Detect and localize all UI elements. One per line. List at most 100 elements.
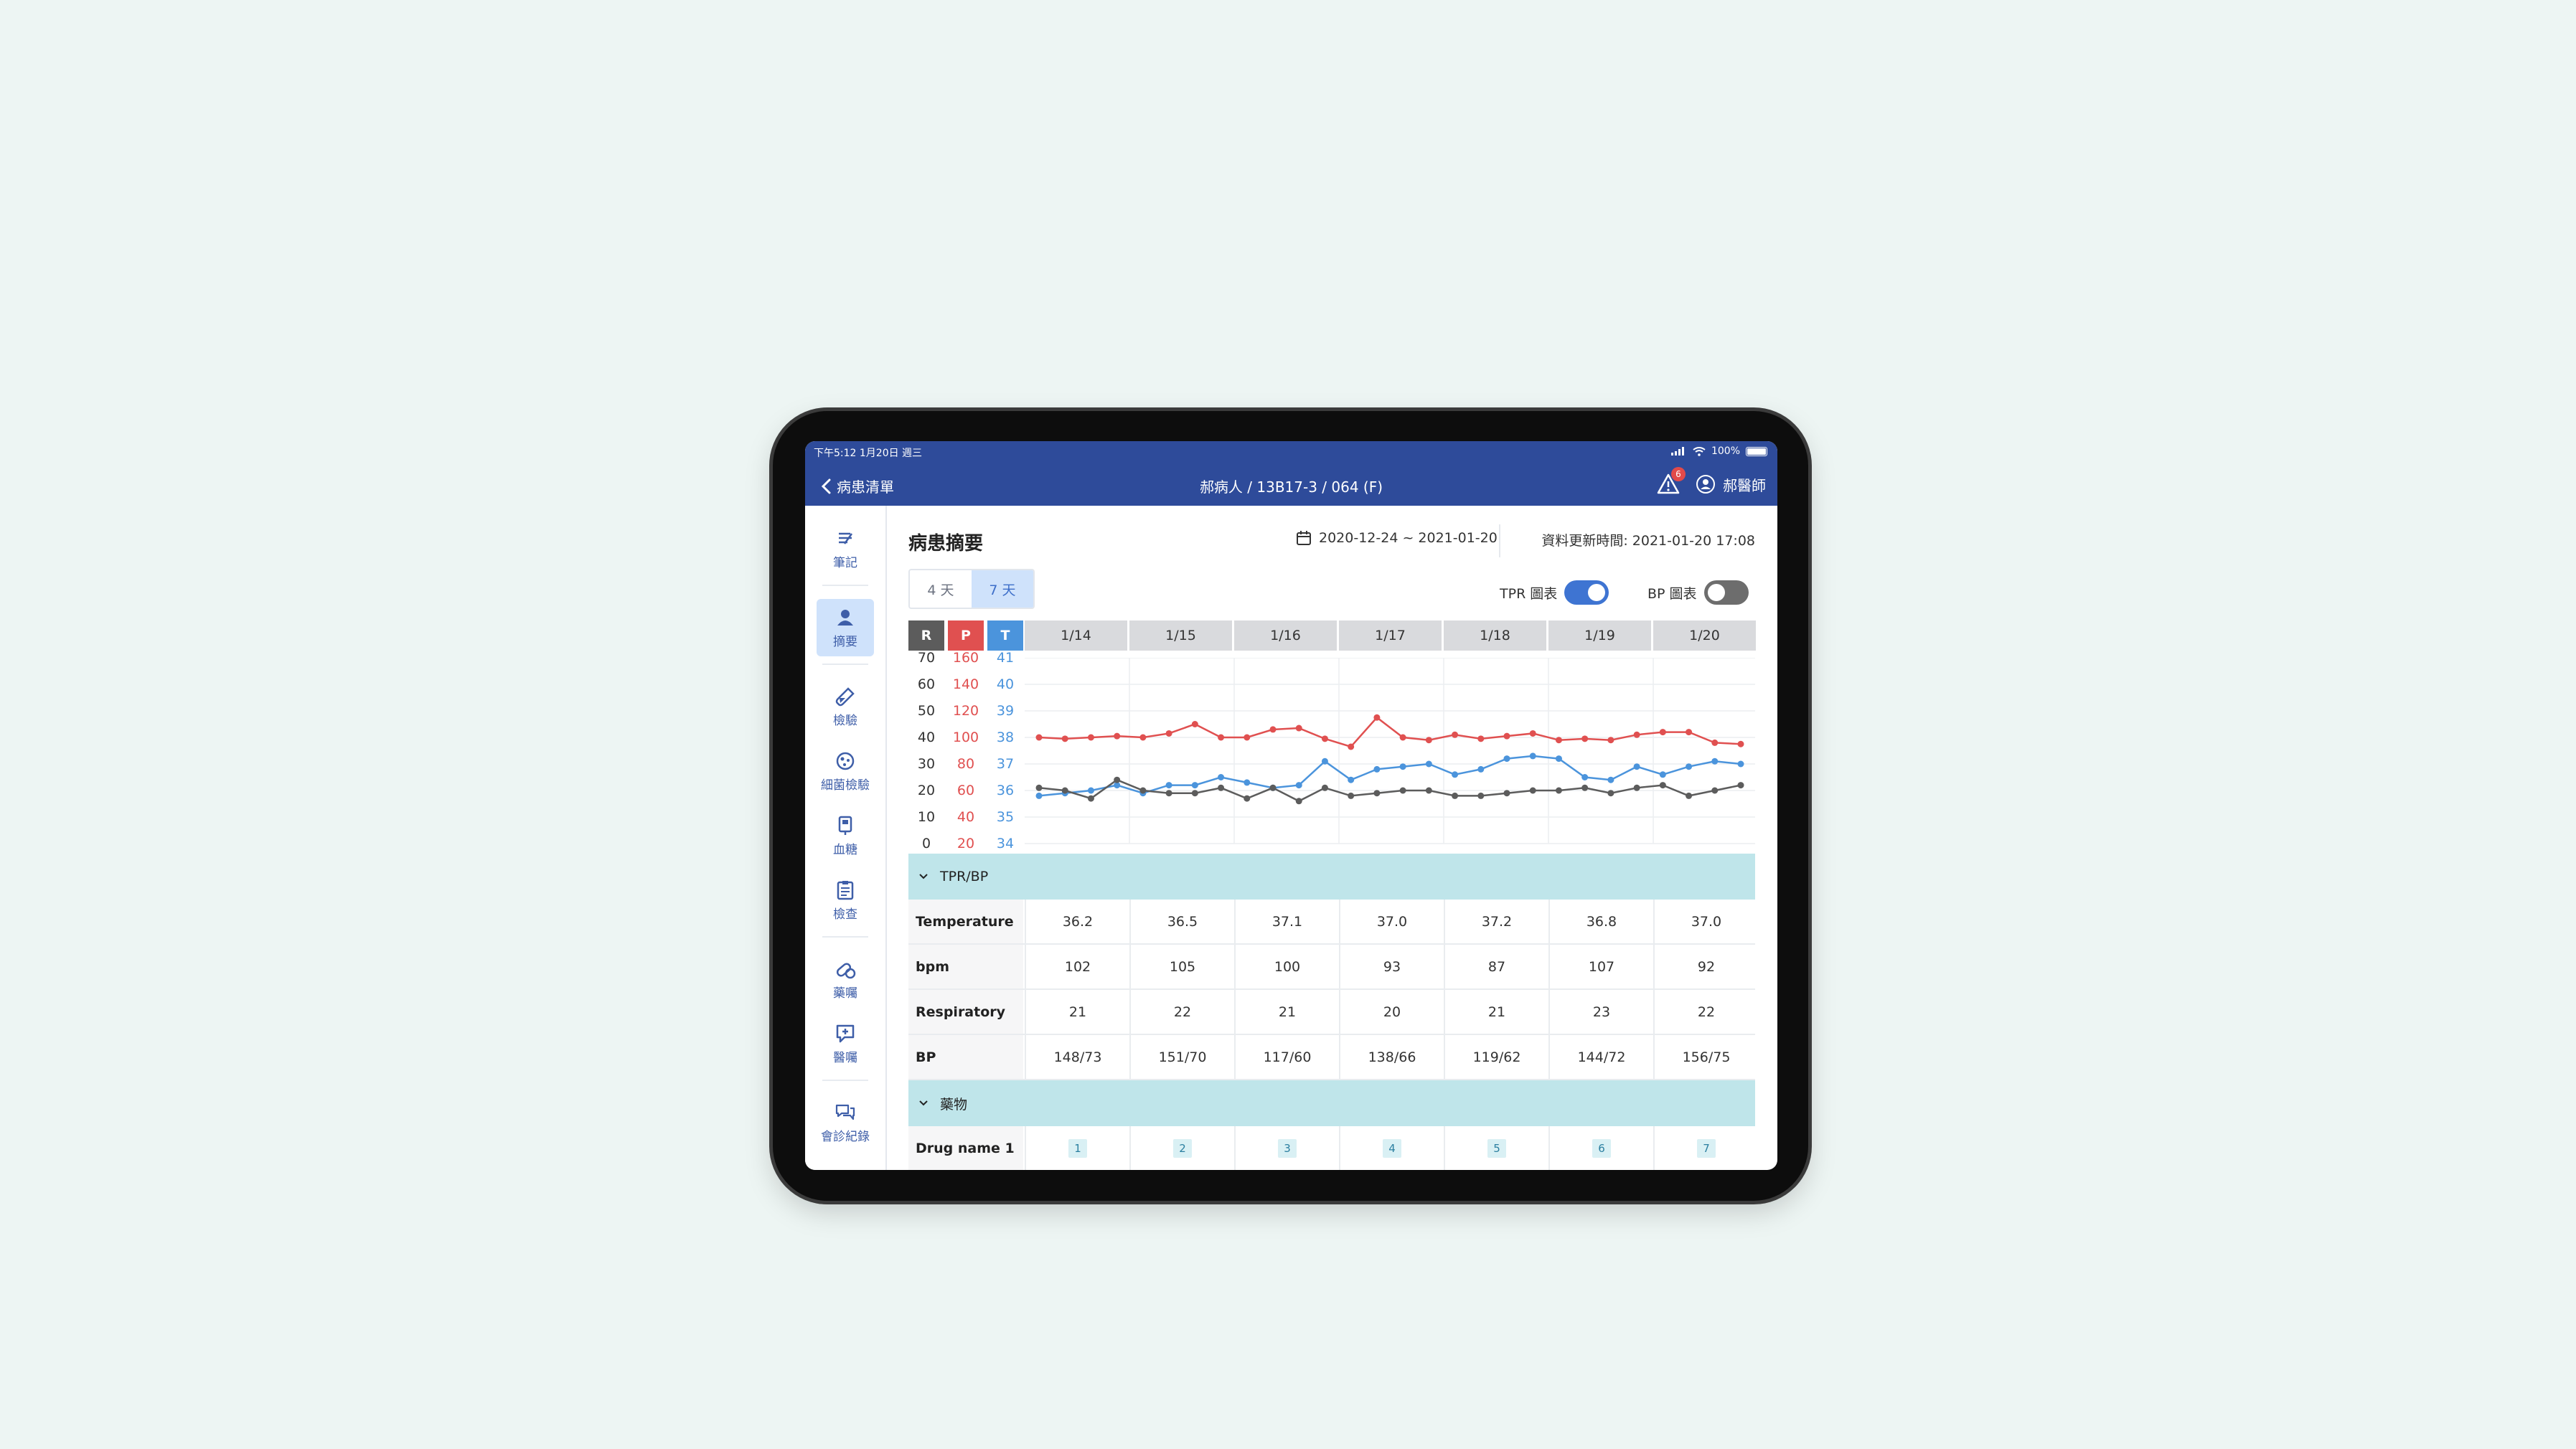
drug-chip[interactable]: 7 xyxy=(1697,1138,1716,1158)
data-point-r xyxy=(1321,784,1328,791)
data-point-t xyxy=(1452,771,1459,778)
date-range-picker[interactable]: 2020-12-24 ~ 2021-01-20 xyxy=(1296,530,1498,546)
date-header: 1/14 xyxy=(1025,620,1127,651)
range-option-4-days[interactable]: 4 天 xyxy=(927,582,954,598)
section-drugs[interactable]: 藥物 xyxy=(908,1080,1755,1126)
data-point-r xyxy=(1529,787,1536,794)
chat-icon xyxy=(835,1104,855,1120)
drug-chip[interactable]: 6 xyxy=(1592,1138,1611,1158)
axis-tick-r: 70 xyxy=(917,650,936,666)
date-header: 1/17 xyxy=(1339,620,1442,651)
data-point-r xyxy=(1061,787,1068,794)
sidebar-item-label: 醫囑 xyxy=(833,1050,857,1065)
data-point-t xyxy=(1165,782,1172,789)
date-header: 1/18 xyxy=(1444,620,1546,651)
data-point-p xyxy=(1555,737,1562,744)
data-point-t xyxy=(1218,774,1225,780)
range-option-7-days[interactable]: 7 天 xyxy=(972,570,1033,608)
status-bar: 下午5:12 1月20日 週三 100% xyxy=(805,441,1777,463)
data-point-p xyxy=(1711,739,1719,746)
sidebar-item-medication[interactable]: 藥囑 xyxy=(817,950,874,1008)
drug-chip[interactable]: 2 xyxy=(1173,1138,1192,1158)
alert-button[interactable]: 6 xyxy=(1657,467,1686,496)
battery-icon xyxy=(1746,446,1767,456)
axis-tick-t: 41 xyxy=(996,650,1015,666)
data-point-r xyxy=(1244,795,1251,802)
axis-tick-t: 40 xyxy=(996,676,1015,692)
data-point-p xyxy=(1321,735,1328,742)
sidebar-item-exam[interactable]: 檢查 xyxy=(817,872,874,929)
alert-badge: 6 xyxy=(1671,467,1686,481)
sidebar-item-summary[interactable]: 摘要 xyxy=(817,599,874,656)
table-row: Drug name 1 1 2 3 4 5 6 7 xyxy=(908,1126,1755,1170)
drug-chip[interactable]: 4 xyxy=(1383,1138,1401,1158)
person-icon xyxy=(837,609,853,626)
user-menu[interactable]: 郝醫師 xyxy=(1696,474,1766,495)
data-point-r xyxy=(1686,792,1693,799)
data-point-r xyxy=(1607,790,1614,797)
drug-chip[interactable]: 1 xyxy=(1068,1138,1087,1158)
data-point-t xyxy=(1503,755,1510,763)
data-point-r xyxy=(1399,787,1406,794)
table-cell: 3 xyxy=(1234,1126,1339,1170)
data-point-p xyxy=(1452,731,1459,738)
data-point-t xyxy=(1321,757,1328,765)
sidebar-item-glucose[interactable]: 血糖 xyxy=(817,807,874,864)
drug-chip[interactable]: 3 xyxy=(1278,1138,1297,1158)
table-cell: 151/70 xyxy=(1129,1035,1234,1079)
table-cell: 117/60 xyxy=(1234,1035,1339,1079)
data-point-p xyxy=(1425,737,1432,744)
table-cell: 7 xyxy=(1653,1126,1758,1170)
patient-title: 郝病人 / 13B17-3 / 064 (F) xyxy=(1199,478,1383,496)
tpr-chart-toggle[interactable] xyxy=(1564,580,1609,605)
data-point-t xyxy=(1373,765,1381,773)
series-line-t xyxy=(1038,755,1741,797)
data-point-p xyxy=(1529,730,1536,737)
date-header: 1/16 xyxy=(1234,620,1337,651)
divider xyxy=(822,1080,868,1081)
table-cell: 6 xyxy=(1548,1126,1653,1170)
bp-chart-toggle[interactable] xyxy=(1703,580,1749,605)
sidebar-item-label: 藥囑 xyxy=(833,986,857,1001)
axis-header-p: P xyxy=(948,620,984,651)
data-point-p xyxy=(1165,730,1172,737)
row-label: Drug name 1 xyxy=(908,1126,1023,1170)
sidebar-item-bacteria[interactable]: 細菌檢驗 xyxy=(817,742,874,800)
tablet-screen: 下午5:12 1月20日 週三 100% xyxy=(805,441,1777,1170)
data-point-r xyxy=(1114,776,1121,783)
back-button[interactable]: 病患清單 xyxy=(821,476,894,496)
tablet-frame: 下午5:12 1月20日 週三 100% xyxy=(773,411,1808,1201)
divider xyxy=(822,936,868,938)
calendar-icon xyxy=(1297,531,1311,545)
tpr-chart-toggle-group: TPR 圖表 xyxy=(1500,580,1609,605)
sidebar-item-lab[interactable]: 檢驗 xyxy=(817,678,874,735)
data-point-p xyxy=(1191,721,1198,727)
data-point-t xyxy=(1686,763,1693,770)
data-point-p xyxy=(1659,729,1666,736)
back-label: 病患清單 xyxy=(837,478,894,496)
table-cell: 92 xyxy=(1653,945,1758,988)
data-point-p xyxy=(1218,734,1225,741)
section-tpr-bp[interactable]: TPR/BP xyxy=(908,854,1755,900)
table-cell: 21 xyxy=(1025,990,1129,1034)
drug-chip[interactable]: 5 xyxy=(1487,1138,1506,1158)
sidebar-item-orders[interactable]: 醫囑 xyxy=(817,1015,874,1072)
table-cell: 2 xyxy=(1129,1126,1234,1170)
axis-header-r: R xyxy=(908,620,944,651)
sidebar-item-consult[interactable]: 會診紀錄 xyxy=(817,1094,874,1151)
warning-icon xyxy=(1657,473,1680,494)
table-cell: 1 xyxy=(1025,1126,1129,1170)
data-point-r xyxy=(1139,787,1147,794)
table-cell: 36.2 xyxy=(1025,900,1129,943)
test-tube-icon xyxy=(835,686,855,706)
data-point-t xyxy=(1035,792,1043,799)
sidebar-item-notes[interactable]: 筆記 xyxy=(817,520,874,577)
sidebar-item-label: 摘要 xyxy=(833,634,857,649)
bp-chart-toggle-group: BP 圖表 xyxy=(1647,580,1749,605)
data-point-p xyxy=(1244,734,1251,741)
data-point-r xyxy=(1737,782,1744,789)
axis-tick-t: 34 xyxy=(996,836,1015,851)
nav-right: 6 郝醫師 xyxy=(1657,467,1766,496)
axis-tick-t: 37 xyxy=(996,756,1015,772)
date-header: 1/19 xyxy=(1548,620,1651,651)
